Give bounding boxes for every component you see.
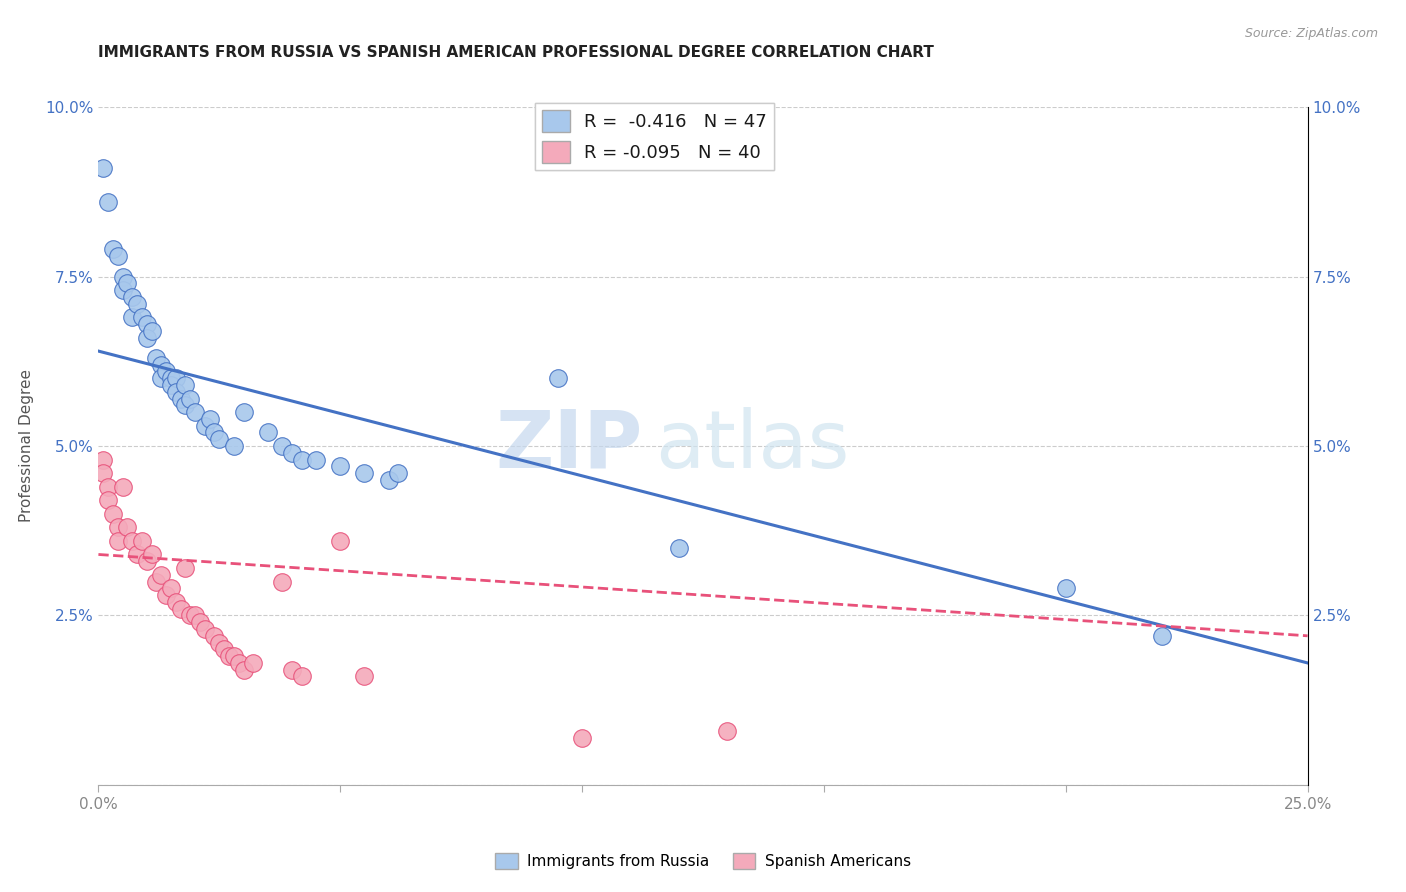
Point xyxy=(281,446,304,460)
Point xyxy=(165,371,187,385)
Point xyxy=(377,473,399,487)
Point xyxy=(204,425,226,440)
Point xyxy=(174,378,197,392)
Point xyxy=(111,269,134,284)
Point xyxy=(290,669,312,683)
Point xyxy=(174,398,197,412)
Point xyxy=(228,656,250,670)
Point xyxy=(135,554,157,568)
Point xyxy=(179,392,201,406)
Text: ZIP: ZIP xyxy=(495,407,643,485)
Point xyxy=(218,649,240,664)
Point xyxy=(232,663,254,677)
Point xyxy=(107,520,129,534)
Point xyxy=(256,425,278,440)
Point xyxy=(194,418,217,433)
Point xyxy=(155,364,177,378)
Point xyxy=(184,608,207,623)
Point xyxy=(97,493,120,508)
Point xyxy=(97,194,120,209)
Point xyxy=(101,507,124,521)
Point xyxy=(290,452,312,467)
Point xyxy=(121,290,143,304)
Point xyxy=(353,466,375,480)
Point xyxy=(668,541,690,555)
Point xyxy=(131,310,153,325)
Point xyxy=(222,649,245,664)
Point xyxy=(131,533,153,548)
Point xyxy=(271,439,294,453)
Point xyxy=(387,466,409,480)
Point xyxy=(111,283,134,297)
Point xyxy=(150,371,173,385)
Point xyxy=(271,574,294,589)
Point xyxy=(169,392,191,406)
Point xyxy=(121,310,143,325)
Point xyxy=(135,330,157,344)
Point xyxy=(127,296,149,310)
Point xyxy=(329,533,352,548)
Point xyxy=(194,622,217,636)
Text: IMMIGRANTS FROM RUSSIA VS SPANISH AMERICAN PROFESSIONAL DEGREE CORRELATION CHART: IMMIGRANTS FROM RUSSIA VS SPANISH AMERIC… xyxy=(98,45,935,60)
Point xyxy=(222,439,245,453)
Point xyxy=(155,588,177,602)
Point xyxy=(135,317,157,331)
Point xyxy=(165,595,187,609)
Point xyxy=(160,378,183,392)
Point xyxy=(127,548,149,562)
Point xyxy=(571,147,593,161)
Point xyxy=(232,405,254,419)
Point xyxy=(150,567,173,582)
Point xyxy=(174,561,197,575)
Point xyxy=(145,351,167,365)
Point xyxy=(121,533,143,548)
Point xyxy=(107,533,129,548)
Point xyxy=(281,663,304,677)
Point xyxy=(97,480,120,494)
Point xyxy=(141,548,163,562)
Point xyxy=(188,615,211,630)
Point xyxy=(1152,629,1174,643)
Point xyxy=(571,731,593,745)
Point xyxy=(1054,582,1077,596)
Point xyxy=(160,371,183,385)
Point xyxy=(107,249,129,263)
Point xyxy=(184,405,207,419)
Point xyxy=(141,324,163,338)
Point xyxy=(91,466,114,480)
Point xyxy=(111,480,134,494)
Point xyxy=(305,452,328,467)
Text: atlas: atlas xyxy=(655,407,849,485)
Point xyxy=(165,384,187,399)
Point xyxy=(212,642,235,657)
Point xyxy=(329,459,352,474)
Point xyxy=(208,635,231,649)
Point xyxy=(179,608,201,623)
Point xyxy=(242,656,264,670)
Point xyxy=(101,243,124,257)
Point xyxy=(169,601,191,615)
Text: Source: ZipAtlas.com: Source: ZipAtlas.com xyxy=(1244,27,1378,40)
Point xyxy=(117,520,139,534)
Point xyxy=(208,432,231,446)
Point xyxy=(145,574,167,589)
Point xyxy=(204,629,226,643)
Point xyxy=(160,582,183,596)
Point xyxy=(91,452,114,467)
Point xyxy=(353,669,375,683)
Point xyxy=(117,277,139,291)
Point xyxy=(198,412,221,426)
Y-axis label: Professional Degree: Professional Degree xyxy=(20,369,34,523)
Legend: R =  -0.416   N = 47, R = -0.095   N = 40: R = -0.416 N = 47, R = -0.095 N = 40 xyxy=(536,103,773,170)
Legend: Immigrants from Russia, Spanish Americans: Immigrants from Russia, Spanish American… xyxy=(489,847,917,875)
Point xyxy=(716,723,738,738)
Point xyxy=(547,371,569,385)
Point xyxy=(150,358,173,372)
Point xyxy=(91,161,114,175)
